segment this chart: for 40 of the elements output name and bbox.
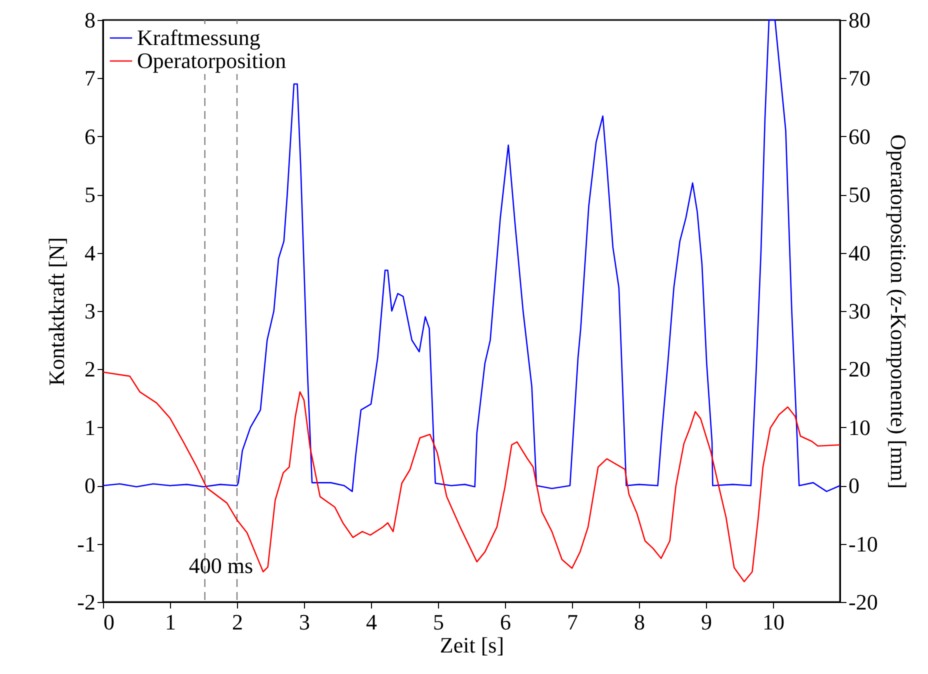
y-tick-label: 2 [84,356,96,382]
y2-tick-label: 50 [848,182,870,208]
y2-tick-label: -20 [848,590,878,614]
y2-tick-label: 10 [848,414,870,440]
legend-label: Kraftmessung [137,25,260,50]
x-tick-label: 10 [762,610,784,634]
y2-tick-label: 70 [848,66,870,91]
annotation: 400 ms [188,553,254,578]
y2-tick-label: 40 [848,240,870,266]
x-tick-label: 7 [567,610,578,634]
x-tick-label: 4 [366,610,377,634]
x-tick-label: 9 [701,610,712,634]
x-axis-title: Zeit [s] [440,632,504,658]
x-tick-label: 2 [232,610,243,634]
y-tick-label: -2 [77,590,96,614]
y2-tick-label: 20 [848,356,870,382]
y-tick-label: 0 [84,473,96,498]
y-axis-title: Kontaktkraft [N] [44,237,70,386]
y2-tick-label: 80 [848,8,870,32]
y-tick-label: 6 [84,124,96,149]
y2-tick-label: -10 [848,531,878,556]
y-tick-label: 7 [84,66,96,91]
x-tick-label: 8 [634,610,645,634]
y2-axis-title: Operatorposition (z-Komponente) [mm] [886,134,911,489]
y-tick-label: 1 [84,414,96,440]
x-tick-label: 0 [104,610,114,634]
y2-tick-label: 0 [848,473,860,498]
x-tick-label: 6 [500,610,511,634]
y-tick-label: 3 [84,298,96,324]
x-tick-label: 1 [165,610,176,634]
y-tick-label: 4 [84,240,96,266]
y2-tick-label: 60 [848,124,870,149]
line-series [102,371,841,582]
y2-tick-label: 30 [848,298,870,324]
y-tick-label: 8 [84,8,96,32]
y-tick-label: -1 [77,531,96,556]
x-tick-label: 5 [433,610,444,634]
line-series [102,19,841,492]
y-tick-label: 5 [84,182,96,208]
x-tick-label: 3 [299,610,310,634]
